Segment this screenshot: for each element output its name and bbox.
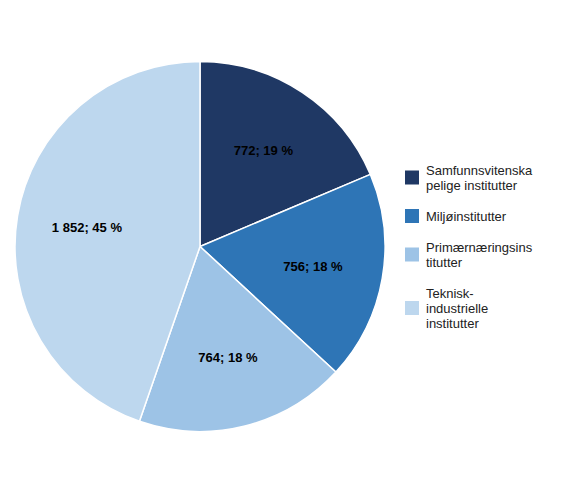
legend-swatch — [405, 171, 419, 185]
pie-slice — [15, 62, 200, 422]
legend-item: Teknisk-industrielleinstitutter — [405, 286, 488, 331]
legend-label: Primærnæringsinstitutter — [426, 240, 533, 270]
chart-container: 772; 19 % 756; 18 % 764; 18 % 1 852; 45 % Sa… — [0, 0, 588, 493]
legend-label-line: pelige institutter — [426, 178, 518, 193]
legend-swatch — [405, 209, 419, 223]
legend-label-line: institutter — [426, 316, 479, 331]
legend-label-line: industrielle — [426, 301, 488, 316]
legend-label-line: titutter — [426, 255, 463, 270]
legend-label-line: Teknisk- — [426, 286, 474, 301]
data-label: 1 852; 45 % — [52, 220, 123, 235]
legend-item: Samfunnsvitenskapelige institutter — [405, 163, 533, 193]
pie — [15, 62, 385, 432]
chart: 772; 19 % 756; 18 % 764; 18 % 1 852; 45 % Sa… — [0, 0, 588, 493]
legend-label-line: Miljøinstitutter — [426, 209, 507, 224]
legend-swatch — [405, 301, 419, 315]
legend-label: Teknisk-industrielleinstitutter — [426, 286, 488, 331]
data-label: 764; 18 % — [198, 350, 258, 365]
legend-label-line: Samfunnsvitenska — [426, 163, 533, 178]
data-label: 756; 18 % — [283, 259, 343, 274]
legend-item: Primærnæringsinstitutter — [405, 240, 533, 270]
legend: Samfunnsvitenskapelige institutter Miljøi… — [405, 163, 533, 331]
legend-swatch — [405, 248, 419, 262]
legend-item: Miljøinstitutter — [405, 209, 507, 224]
data-label: 772; 19 % — [234, 143, 294, 158]
legend-label: Samfunnsvitenskapelige institutter — [426, 163, 533, 193]
legend-label: Miljøinstitutter — [426, 209, 507, 224]
legend-label-line: Primærnæringsins — [426, 240, 533, 255]
data-labels: 772; 19 % 756; 18 % 764; 18 % 1 852; 45 % — [52, 143, 343, 365]
